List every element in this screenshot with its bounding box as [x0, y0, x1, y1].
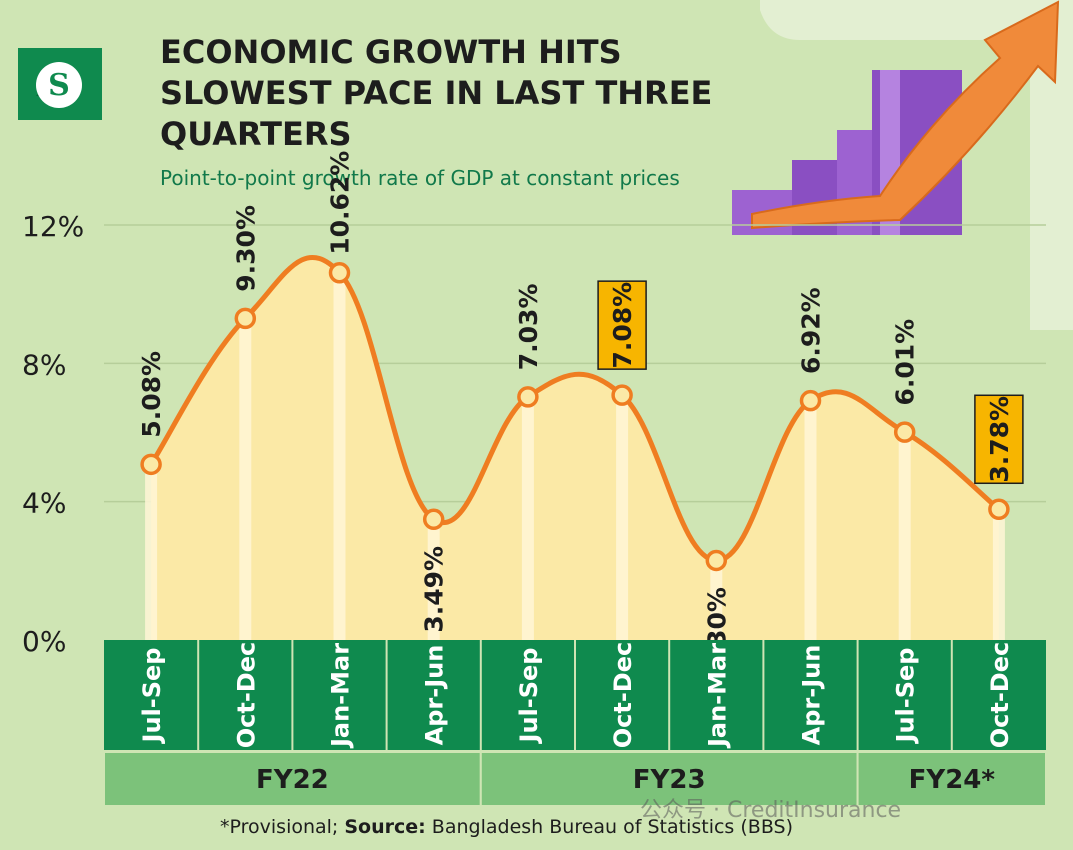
fiscal-year-band — [479, 751, 859, 807]
highlighted-data-label: 7.08% — [597, 280, 647, 370]
logo-letter: S — [48, 67, 70, 103]
category-label: Oct-Dec — [232, 642, 260, 749]
drop-column — [521, 396, 534, 640]
fiscal-year-label: FY22 — [256, 765, 329, 795]
fiscal-year-label: FY23 — [633, 765, 706, 795]
data-label: 3.78% — [985, 396, 1014, 483]
category-label: Jul-Sep — [515, 648, 543, 745]
data-label: 10.62% — [326, 151, 355, 255]
logo-badge: S — [18, 48, 102, 120]
fiscal-year-band — [856, 751, 1047, 807]
data-point — [611, 384, 633, 406]
data-label-group: 6.92% — [797, 287, 826, 374]
footnote: *Provisional; Source: Bangladesh Bureau … — [220, 816, 793, 838]
data-label: 6.92% — [797, 287, 826, 374]
data-label-group: 3.49% — [420, 546, 449, 633]
y-tick-label: 12% — [22, 210, 84, 243]
y-tick-label: 0% — [22, 625, 66, 658]
data-point — [705, 549, 728, 572]
data-label-group: 10.62% — [326, 151, 355, 255]
drop-column — [898, 432, 911, 640]
drop-column — [239, 318, 252, 640]
chart-title: ECONOMIC GROWTH HITS SLOWEST PACE IN LAS… — [160, 33, 713, 153]
growth-arrow-icon — [732, 0, 1060, 235]
drop-column — [427, 519, 440, 640]
chart-subtitle: Point-to-point growth rate of GDP at con… — [160, 166, 680, 190]
data-label: 5.08% — [137, 351, 166, 438]
data-point — [893, 421, 916, 443]
data-label: 3.49% — [420, 546, 449, 633]
data-label: 7.03% — [514, 284, 543, 371]
source-text: Bangladesh Bureau of Statistics (BBS) — [425, 816, 793, 838]
fiscal-year-label: FY24* — [909, 765, 996, 795]
data-point — [422, 508, 445, 531]
illustration-arrow — [751, 0, 1060, 230]
drop-column — [992, 509, 1005, 640]
drop-column — [804, 400, 817, 640]
category-label: Oct-Dec — [986, 642, 1014, 749]
label-highlight-box — [597, 280, 647, 370]
footnote-prefix: *Provisional; — [220, 816, 345, 838]
data-point — [799, 389, 822, 412]
logo-icon: S — [36, 62, 82, 108]
data-label: 9.30% — [231, 205, 260, 292]
data-label-group: 7.03% — [514, 284, 543, 371]
data-point — [140, 453, 162, 476]
data-point — [234, 307, 257, 330]
data-label-group: 5.08% — [137, 351, 166, 438]
category-label: Apr-Jun — [421, 645, 449, 746]
data-point — [988, 498, 1010, 521]
data-label-group: 6.01% — [891, 319, 920, 406]
drop-column — [333, 272, 346, 640]
data-label: 6.01% — [891, 319, 920, 406]
watermark: 公众号 · CreditInsurance — [640, 798, 902, 823]
fiscal-year-band — [103, 751, 482, 807]
data-label-group: 9.30% — [231, 205, 260, 292]
category-label: Apr-Jun — [798, 645, 826, 746]
category-label: Jan-Mar — [327, 643, 355, 749]
drop-column — [616, 395, 629, 640]
category-label: Jan-Mar — [703, 643, 731, 749]
data-point — [517, 386, 539, 408]
data-label: 7.08% — [608, 282, 637, 369]
category-label: Jul-Sep — [892, 648, 920, 745]
series-area — [151, 257, 999, 640]
data-point — [328, 261, 351, 284]
drop-column — [145, 464, 158, 640]
category-label: Oct-Dec — [609, 642, 637, 749]
source-label: Source: — [344, 816, 426, 838]
label-highlight-box — [974, 394, 1024, 485]
highlighted-data-label: 3.78% — [974, 394, 1024, 485]
y-tick-label: 4% — [22, 487, 66, 520]
y-tick-label: 8% — [22, 348, 66, 381]
drop-column — [710, 560, 723, 640]
series-line — [148, 255, 1002, 563]
category-label: Jul-Sep — [138, 648, 166, 745]
